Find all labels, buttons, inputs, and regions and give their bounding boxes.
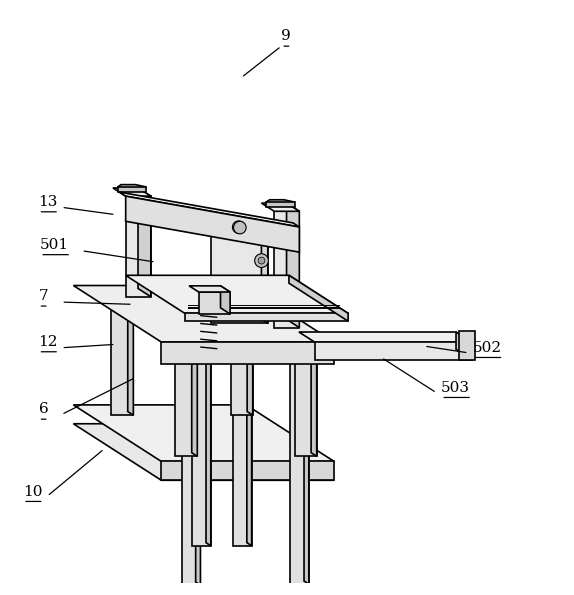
Polygon shape — [459, 331, 475, 360]
Polygon shape — [185, 314, 348, 321]
Text: 501: 501 — [40, 238, 69, 252]
Polygon shape — [111, 296, 133, 415]
Text: 6: 6 — [38, 402, 48, 416]
Polygon shape — [274, 211, 299, 327]
Polygon shape — [315, 342, 472, 359]
Polygon shape — [118, 184, 146, 189]
Polygon shape — [247, 292, 253, 415]
Polygon shape — [456, 332, 472, 359]
Polygon shape — [189, 286, 230, 292]
Polygon shape — [211, 223, 268, 324]
Polygon shape — [73, 405, 334, 462]
Polygon shape — [73, 286, 334, 342]
Text: 502: 502 — [472, 340, 502, 355]
Polygon shape — [231, 296, 253, 415]
Polygon shape — [206, 332, 211, 546]
Polygon shape — [175, 337, 197, 456]
Polygon shape — [247, 332, 251, 546]
Polygon shape — [289, 333, 317, 337]
Polygon shape — [196, 356, 200, 585]
Polygon shape — [304, 355, 309, 584]
Polygon shape — [138, 188, 151, 297]
Polygon shape — [294, 337, 317, 456]
Polygon shape — [181, 359, 200, 585]
Circle shape — [255, 253, 269, 268]
Polygon shape — [261, 203, 299, 211]
Text: 9: 9 — [281, 29, 291, 43]
Polygon shape — [126, 275, 348, 314]
Polygon shape — [161, 462, 334, 480]
Polygon shape — [266, 200, 294, 205]
Polygon shape — [266, 202, 294, 207]
Polygon shape — [128, 292, 133, 415]
Polygon shape — [106, 292, 133, 296]
Polygon shape — [126, 196, 299, 252]
Polygon shape — [192, 335, 211, 546]
Circle shape — [258, 257, 265, 264]
Polygon shape — [286, 203, 299, 327]
Polygon shape — [199, 292, 230, 314]
Text: 7: 7 — [38, 289, 48, 303]
Polygon shape — [290, 358, 309, 584]
Polygon shape — [73, 424, 334, 480]
Polygon shape — [113, 188, 151, 196]
Polygon shape — [119, 192, 299, 227]
Polygon shape — [170, 333, 197, 337]
Polygon shape — [299, 332, 472, 342]
Text: 503: 503 — [441, 381, 470, 394]
Circle shape — [255, 228, 269, 242]
Circle shape — [232, 221, 245, 233]
Text: 12: 12 — [38, 335, 58, 349]
Polygon shape — [192, 333, 197, 456]
Polygon shape — [233, 335, 251, 546]
Circle shape — [234, 221, 246, 234]
Polygon shape — [118, 187, 146, 192]
Polygon shape — [126, 196, 151, 297]
Polygon shape — [289, 275, 348, 321]
Polygon shape — [311, 333, 317, 456]
Polygon shape — [225, 292, 253, 296]
Text: 13: 13 — [38, 195, 58, 209]
Circle shape — [255, 285, 269, 299]
Circle shape — [258, 289, 265, 296]
Polygon shape — [261, 219, 268, 324]
Text: 10: 10 — [23, 484, 42, 499]
Polygon shape — [161, 342, 334, 364]
Polygon shape — [220, 286, 230, 314]
Circle shape — [258, 232, 265, 239]
